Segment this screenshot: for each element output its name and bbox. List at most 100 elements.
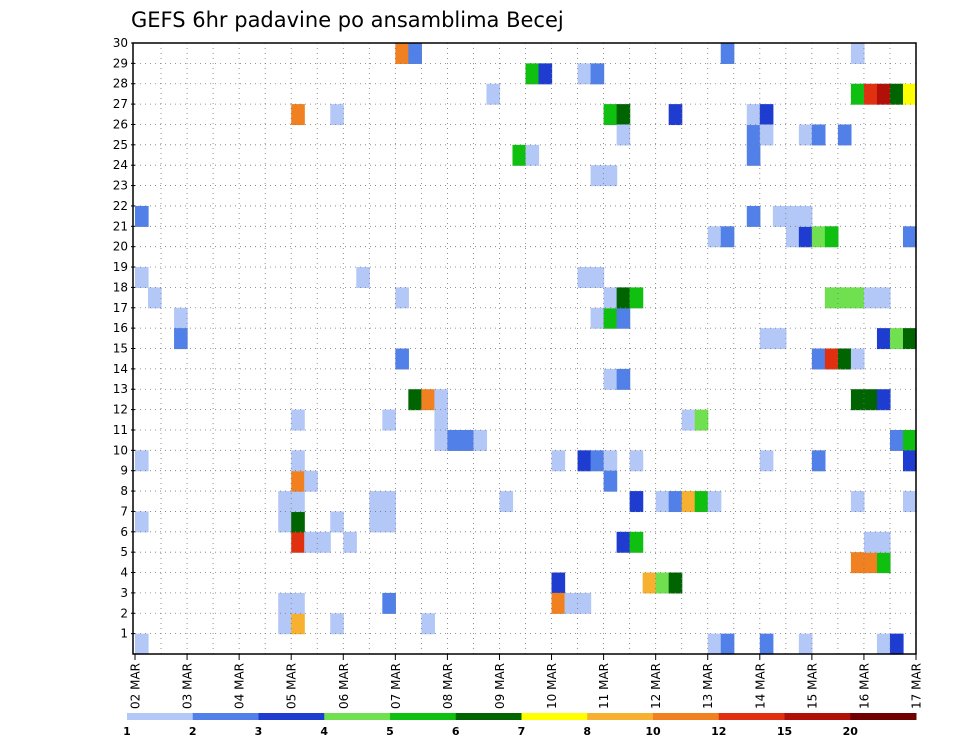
y-tick-label: 30 [113,36,128,50]
heatmap-cell [824,226,839,248]
heatmap-cell [291,450,305,472]
heatmap-cell [837,124,852,146]
heatmap-cell [616,104,631,126]
heatmap-cell [720,226,735,248]
heatmap-cell [603,368,618,390]
heatmap-cell [902,226,917,248]
chart-title: GEFS 6hr padavine po ansamblima Becej [131,8,564,32]
y-tick-label: 8 [120,484,128,498]
heatmap-cell [837,287,852,309]
heatmap-cell [408,389,422,411]
heatmap-cell [603,450,618,472]
heatmap-cell [668,104,683,126]
heatmap-cell [590,450,605,472]
heatmap-cell [460,429,475,451]
y-tick-label: 20 [113,240,128,254]
heatmap-cell [356,267,370,288]
y-tick-label: 6 [120,525,128,539]
heatmap-cell [902,328,917,350]
heatmap-cell [382,511,396,533]
legend-label: 5 [386,725,394,738]
y-tick-label: 28 [113,77,128,91]
heatmap-cell [369,511,383,533]
heatmap-cell [616,307,631,329]
y-tick-label: 10 [113,443,128,457]
heatmap-cell [876,633,891,655]
heatmap-cell [850,43,865,64]
heatmap-cell [707,633,722,655]
heatmap-cell [330,104,344,126]
heatmap-cell [850,348,865,370]
heatmap-cell [746,104,761,126]
y-tick-label: 4 [120,566,128,580]
heatmap-cell [590,307,605,329]
heatmap-cell [772,205,787,227]
y-tick-label: 29 [113,56,128,70]
heatmap-cell [395,348,409,370]
heatmap-cell [902,429,917,451]
heatmap-cell [291,511,305,533]
heatmap-cell [512,144,527,166]
heatmap-cell [499,491,514,513]
heatmap-cell [278,491,292,513]
heatmap-cell [590,267,605,288]
y-tick-label: 19 [113,260,128,274]
heatmap-cell [863,287,878,309]
heatmap-cell [135,267,149,288]
heatmap-cell [408,43,422,64]
heatmap-cell [135,633,149,655]
heatmap-cell [889,83,904,105]
y-tick-label: 13 [113,382,128,396]
heatmap-cell [759,124,774,146]
y-tick-label: 5 [120,545,128,559]
heatmap-cell [876,83,891,105]
y-tick-label: 12 [113,403,128,417]
legend-swatch [850,713,917,720]
x-tick-label: 10 MAR [545,663,559,709]
legend-swatch [455,713,522,720]
x-tick-label: 13 MAR [701,663,715,709]
heatmap-cell [889,633,904,655]
legend-swatch [653,713,720,720]
heatmap-cell [538,63,553,85]
y-tick-label: 25 [113,138,128,152]
legend-label: 2 [189,725,197,738]
heatmap-cells [135,43,917,655]
legend-swatch [521,713,588,720]
heatmap-cell [772,328,787,350]
heatmap-cell [551,450,566,472]
legend-label: 15 [777,725,792,738]
heatmap-cell [824,348,839,370]
heatmap-cell [668,491,683,513]
heatmap-cell [863,552,878,574]
heatmap-cell [278,592,292,614]
heatmap-cell [421,389,435,411]
heatmap-cell [603,165,618,187]
legend-label: 4 [320,725,328,738]
heatmap-cell [577,592,592,614]
y-tick-label: 17 [113,301,128,315]
heatmap-cell [876,552,891,574]
y-tick-label: 18 [113,280,128,294]
heatmap-cell [707,226,722,248]
heatmap-cell [746,205,761,227]
y-tick-label: 16 [113,321,128,335]
heatmap-cell [902,450,917,472]
heatmap-cell [889,429,904,451]
heatmap-cell [291,104,305,126]
heatmap-cell [447,429,462,451]
heatmap-cell [681,409,696,431]
heatmap-cell [343,531,357,553]
heatmap-cell [694,409,709,431]
heatmap-cell [421,613,435,635]
heatmap-cell [798,633,813,655]
heatmap-cell [395,287,409,309]
legend-label: 6 [452,725,460,738]
grid-lines [135,43,916,654]
y-tick-label: 2 [120,606,128,620]
heatmap-cell [850,552,865,574]
heatmap-cell [304,531,318,553]
x-tick-label: 04 MAR [233,663,247,709]
heatmap-cell [525,63,540,85]
heatmap-cell [902,491,917,513]
